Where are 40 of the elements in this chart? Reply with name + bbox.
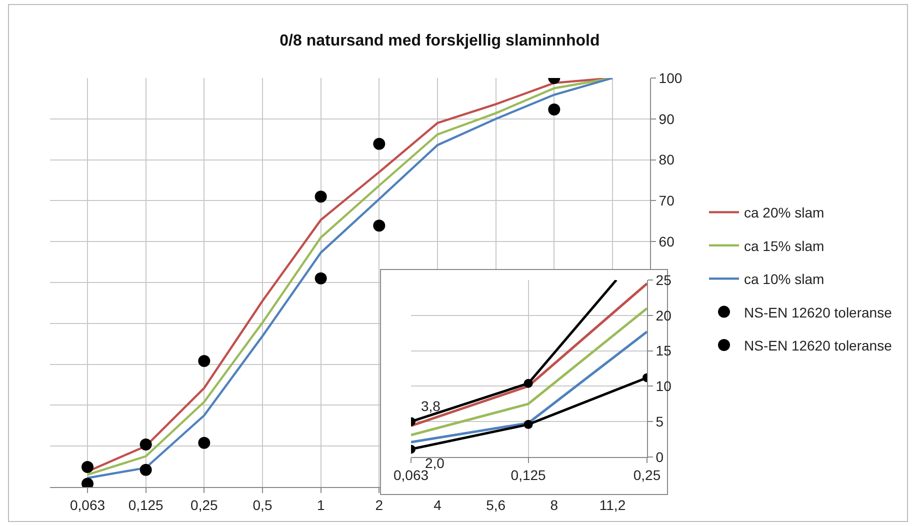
x-tick-label: 0,5 bbox=[252, 496, 272, 513]
x-tick-label: 4 bbox=[434, 496, 442, 513]
x-tick-label: 5,6 bbox=[486, 496, 506, 513]
y-tick-label: 100 bbox=[658, 70, 682, 86]
point bbox=[198, 436, 210, 449]
point bbox=[314, 272, 327, 284]
legend-label: NS-EN 12620 toleranse bbox=[744, 304, 892, 320]
x-tick-label: 0,25 bbox=[633, 466, 661, 483]
x-tick-label: 0,125 bbox=[510, 466, 546, 483]
x-tick-label: 0,063 bbox=[70, 496, 106, 513]
legend-label: NS-EN 12620 toleranse bbox=[744, 337, 892, 354]
y-tick-label: 60 bbox=[658, 234, 675, 250]
legend-label: ca 10% slam bbox=[744, 271, 824, 288]
point bbox=[314, 190, 327, 203]
x-tick-label: 0,125 bbox=[128, 496, 164, 513]
point bbox=[198, 355, 210, 368]
point bbox=[548, 103, 560, 116]
x-tick-label: 11,2 bbox=[599, 496, 626, 513]
y-tick-label: 80 bbox=[658, 152, 675, 168]
point bbox=[373, 220, 386, 232]
legend-label: ca 20% slam bbox=[744, 204, 824, 221]
chart-title: 0/8 natursand med forskjellig slaminnhold bbox=[280, 32, 600, 50]
point bbox=[82, 460, 94, 473]
y-tick-label: 20 bbox=[656, 307, 672, 324]
x-tick-label: 1 bbox=[316, 496, 325, 513]
legend-label: ca 15% slam bbox=[744, 238, 824, 254]
x-tick-label: 2 bbox=[375, 496, 384, 513]
y-tick-label: 0 bbox=[656, 448, 664, 465]
point bbox=[140, 438, 152, 450]
y-tick-label: 70 bbox=[658, 192, 675, 209]
y-tick-label: 15 bbox=[656, 342, 672, 359]
annotation: 3,8 bbox=[421, 398, 441, 414]
x-tick-label: 8 bbox=[550, 496, 558, 513]
point bbox=[373, 138, 386, 150]
y-tick-label: 90 bbox=[658, 110, 675, 127]
point bbox=[140, 464, 152, 476]
y-tick-label: 10 bbox=[656, 378, 672, 394]
y-tick-label: 25 bbox=[656, 272, 672, 288]
y-tick-label: 5 bbox=[656, 414, 664, 430]
x-tick-label: 0,25 bbox=[190, 496, 218, 513]
